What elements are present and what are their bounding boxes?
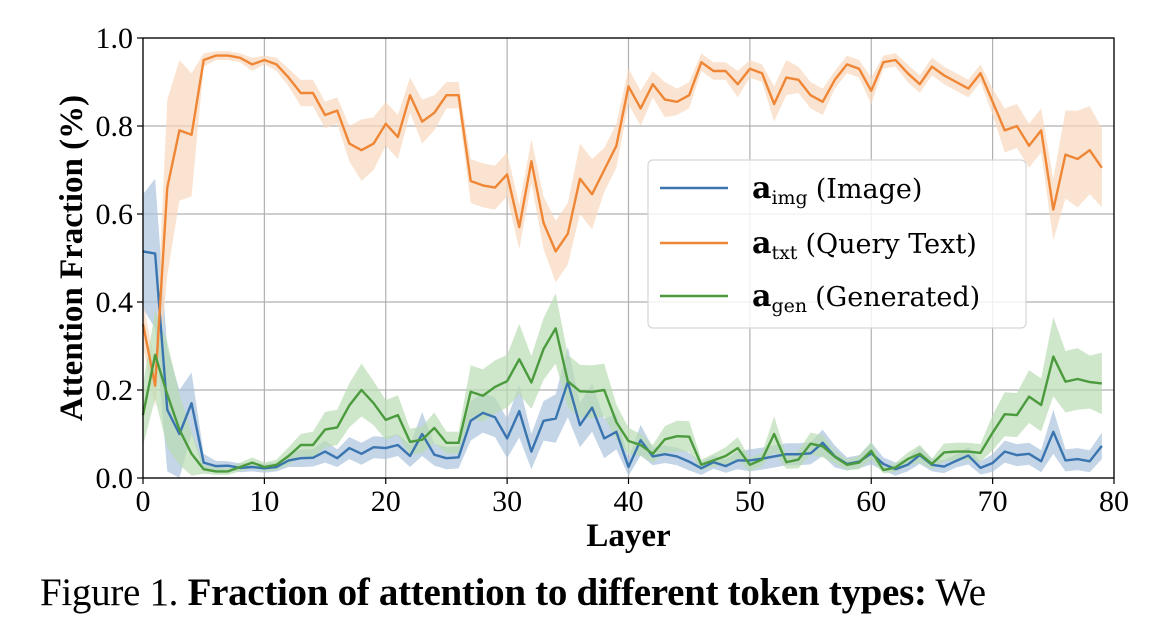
legend-entry-gen: agen (Generated) [660, 279, 980, 317]
x-tick-label: 40 [614, 485, 644, 518]
y-tick-label: 0.4 [96, 286, 134, 319]
series-line-img [142, 250, 1103, 471]
x-tick-label: 30 [492, 485, 522, 518]
x-tick-label: 70 [978, 485, 1008, 518]
axis-ticks: 0 10 20 30 40 50 60 70 80 0.0 0.2 0.4 0.6 0.8 1.0 [96, 22, 1130, 518]
legend-entry-img: aimg (Image) [660, 171, 922, 209]
legend-label: atxt (Query Text) [752, 226, 977, 264]
x-axis-label: Layer [586, 518, 670, 554]
y-axis-label: Attention Fraction (%) [54, 95, 90, 421]
x-tick-label: 20 [371, 485, 401, 518]
caption-prefix: Figure 1. [40, 571, 179, 614]
x-tick-label: 0 [136, 485, 151, 518]
caption-suffix: We [935, 571, 986, 614]
series-line-gen [141, 327, 1102, 473]
y-tick-label: 0.0 [96, 462, 134, 495]
legend-label: agen (Generated) [752, 279, 980, 317]
chart: 0 10 20 30 40 50 60 70 80 0.0 0.2 0.4 0.6 0.8 1.0 Laye… [54, 22, 1130, 554]
y-tick-label: 0.2 [96, 374, 134, 407]
y-tick-label: 1.0 [96, 22, 134, 55]
series-line-txt [141, 54, 1103, 387]
band-gen [143, 293, 1102, 476]
figure-caption: Figure 1. Fraction of attention to diffe… [40, 570, 986, 615]
caption-title: Fraction of attention to different token… [187, 571, 927, 614]
band-img [143, 178, 1102, 479]
y-tick-label: 0.6 [96, 198, 134, 231]
legend-box [647, 159, 1027, 329]
x-tick-label: 60 [856, 485, 886, 518]
x-tick-label: 10 [249, 485, 279, 518]
confidence-bands [143, 51, 1102, 479]
legend: aimg (Image) atxt (Query Text) agen (Generate… [647, 159, 1027, 329]
legend-label: aimg (Image) [752, 171, 922, 209]
y-tick-label: 0.8 [96, 110, 134, 143]
legend-entry-txt: atxt (Query Text) [660, 226, 977, 264]
x-tick-label: 50 [735, 485, 765, 518]
series-lines [141, 54, 1103, 473]
x-tick-label: 80 [1099, 485, 1129, 518]
band-txt [143, 51, 1102, 408]
